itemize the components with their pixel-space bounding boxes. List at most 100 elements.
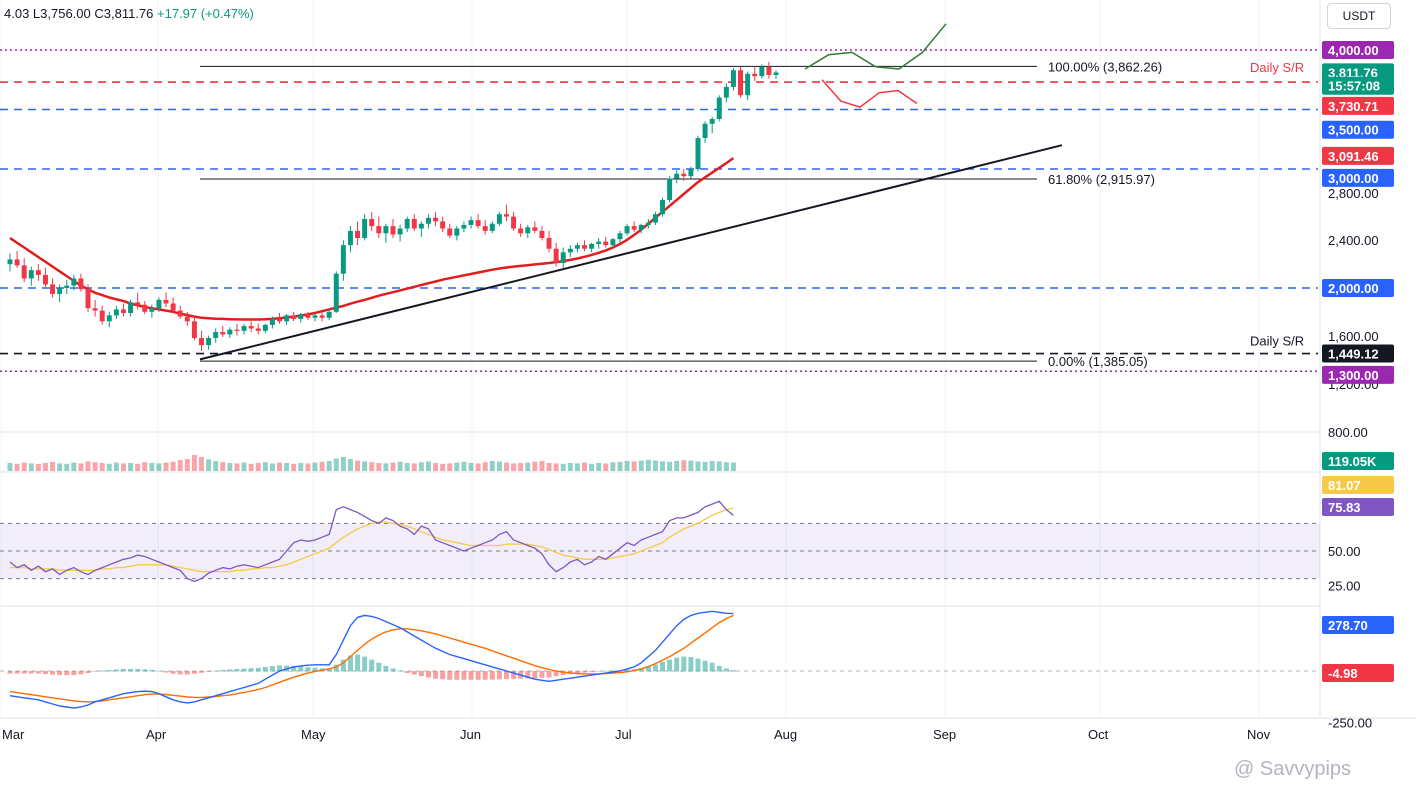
volume-bar — [596, 463, 602, 471]
macd-histogram-bar — [638, 667, 644, 672]
volume-bar — [120, 463, 126, 471]
candle-body — [738, 70, 744, 96]
macd-histogram-bar — [78, 671, 84, 675]
macd-histogram-bar — [135, 668, 141, 672]
volume-bar — [660, 461, 666, 471]
macd-histogram-bar — [454, 671, 460, 680]
macd-histogram-bar — [589, 671, 595, 673]
candle-body — [78, 278, 84, 290]
candle-body — [333, 273, 339, 312]
macd-histogram-bar — [603, 670, 609, 672]
macd-histogram-bar — [369, 659, 375, 672]
volume-bar — [667, 461, 673, 471]
candle-body — [589, 243, 595, 249]
candle-body — [447, 228, 453, 236]
macd-histogram-bar — [702, 660, 708, 672]
candle-body — [85, 289, 91, 309]
rsi-ma-tag: 81.07 — [1328, 478, 1361, 493]
macd-histogram-bar — [596, 671, 602, 672]
macd-histogram-bar — [92, 671, 98, 672]
volume-bar — [461, 461, 467, 471]
volume-bar — [220, 462, 226, 471]
macd-histogram-bar — [475, 671, 481, 680]
macd-histogram-bar — [574, 671, 580, 674]
candle-body — [234, 329, 240, 331]
volume-bar — [113, 462, 119, 471]
volume-bar — [262, 462, 268, 471]
rsi-ma-tag-bg — [1322, 476, 1394, 494]
macd-histogram-bar — [248, 668, 254, 672]
time-axis-tick: Jun — [460, 727, 481, 742]
macd-histogram-bar — [234, 668, 240, 672]
macd-histogram-bar — [546, 671, 552, 678]
macd-histogram-bar — [440, 671, 446, 680]
volume-bar — [383, 463, 389, 471]
candle-body — [560, 252, 566, 264]
candle-body — [184, 316, 190, 322]
macd-histogram-bar — [142, 669, 148, 672]
volume-bar — [319, 461, 325, 471]
volume-tag-bg — [1322, 452, 1394, 470]
volume-bar — [78, 463, 84, 471]
macd-axis-tick: -250.00 — [1328, 716, 1372, 731]
macd-histogram-bar — [326, 668, 332, 672]
volume-bar — [333, 458, 339, 471]
volume-bar — [489, 461, 495, 471]
volume-bar — [539, 461, 545, 471]
price-tag-bg — [1322, 120, 1394, 139]
volume-bar — [723, 462, 729, 471]
time-axis-tick: May — [301, 727, 326, 742]
macd-histogram-bar — [695, 658, 701, 672]
macd-histogram-bar — [7, 671, 13, 674]
daily-sr-label-top: Daily S/R — [1250, 60, 1304, 75]
volume-bar — [177, 460, 183, 471]
volume-bar — [184, 459, 190, 471]
macd-histogram-bar — [418, 671, 424, 677]
volume-bar — [99, 463, 105, 471]
volume-bar — [355, 460, 361, 471]
candle-body — [567, 248, 573, 253]
candle-body — [745, 73, 751, 96]
volume-bar — [298, 463, 304, 471]
macd-histogram-bar — [610, 670, 616, 672]
macd-histogram-bar — [667, 659, 673, 672]
volume-bar — [730, 462, 736, 471]
volume-bar — [42, 463, 48, 471]
macd-histogram-bar — [624, 669, 630, 672]
volume-bar — [7, 463, 13, 471]
volume-bar — [404, 463, 410, 471]
volume-bar — [582, 462, 587, 471]
volume-bar — [475, 463, 481, 471]
rsi-tag: 75.83 — [1328, 500, 1361, 515]
macd-histogram-bar — [99, 670, 105, 672]
candle-body — [667, 178, 673, 200]
candle-body — [135, 302, 141, 305]
macd-tag-bg — [1322, 616, 1394, 634]
candle-body — [404, 218, 410, 229]
candle-body — [142, 304, 148, 312]
price-change: +17.97 (+0.47%) — [157, 6, 254, 21]
volume-bar — [21, 462, 27, 471]
candle-body — [397, 228, 403, 235]
time-axis-tick: Oct — [1088, 727, 1109, 742]
candle-body — [645, 222, 651, 225]
price-tag-bg — [1322, 146, 1394, 165]
price-tag-bg — [1322, 279, 1394, 297]
price-tag: 1,300.00 — [1328, 368, 1379, 383]
volume-bar — [14, 463, 20, 471]
macd-histogram-bar — [468, 671, 474, 680]
volume-bar — [440, 463, 446, 471]
volume-bar — [35, 464, 41, 471]
rsi-ma-line — [10, 507, 734, 573]
candle-body — [42, 274, 48, 285]
volume-bar — [340, 457, 346, 471]
rsi-axis-tick: 50.00 — [1328, 544, 1361, 559]
volume-bar — [482, 462, 488, 471]
price-axis-tick: 2,400.00 — [1328, 233, 1379, 248]
macd-histogram-bar — [50, 671, 56, 675]
candle-body — [617, 233, 623, 240]
candle-body — [170, 303, 176, 311]
currency-button[interactable]: USDT — [1327, 3, 1391, 29]
scenario-up-curve — [804, 23, 947, 70]
